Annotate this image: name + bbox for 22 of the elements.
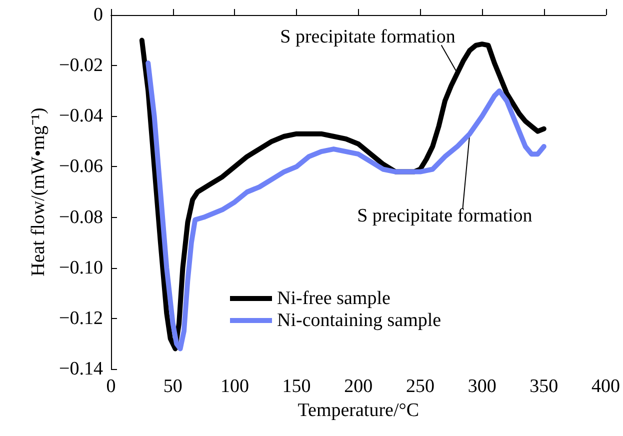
x-tick-label: 250: [406, 376, 434, 397]
y-tick-label: −0.06: [59, 156, 103, 178]
x-tick-label: 300: [468, 376, 496, 397]
x-tick-label: 200: [344, 376, 373, 397]
y-tick-label: 0: [94, 4, 103, 26]
y-tick-label: −0.14: [59, 358, 104, 380]
y-tick-label: −0.12: [59, 308, 103, 329]
x-tick-label: 50: [163, 376, 182, 397]
y-tick-label: −0.04: [59, 106, 104, 127]
y-tick-label: −0.02: [59, 55, 103, 76]
y-tick-label: −0.08: [59, 206, 103, 228]
x-tick-label: 150: [282, 376, 311, 397]
x-tick-label: 100: [220, 376, 249, 397]
legend-label: Ni-containing sample: [277, 310, 442, 331]
x-tick-label: 350: [530, 376, 558, 397]
annotation: S precipitate formation: [357, 205, 533, 226]
annotation: S precipitate formation: [280, 26, 456, 48]
x-axis-title: Temperature/°C: [298, 400, 420, 421]
legend-label: Ni-free sample: [277, 288, 390, 309]
x-tick-label: 400: [592, 376, 620, 397]
y-tick-label: −0.10: [59, 257, 103, 278]
y-axis-title: Heat flow/(mW•mg⁻¹): [28, 108, 50, 276]
